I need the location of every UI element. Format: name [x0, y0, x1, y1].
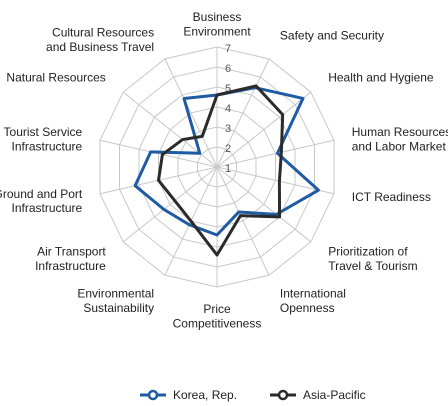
category-label: Cultural Resources and Business Travel: [46, 26, 154, 54]
tick-label: 3: [225, 123, 231, 135]
spoke: [99, 139, 218, 168]
spoke: [216, 139, 335, 168]
category-label: Prioritization of Travel & Tourism: [328, 245, 417, 273]
category-label: Environmental Sustainability: [77, 287, 154, 315]
legend-marker: [147, 389, 159, 401]
category-label: Air Transport Infrastructure: [35, 245, 106, 273]
tick-label: 5: [225, 83, 231, 95]
spoke: [216, 166, 335, 195]
spoke: [164, 58, 218, 168]
category-label: Safety and Security: [280, 29, 384, 43]
spoke: [216, 166, 270, 276]
category-label: Tourist Service Infrastructure: [4, 125, 83, 153]
series-line: [157, 84, 285, 257]
category-label: Health and Hygiene: [328, 70, 434, 84]
spoke: [122, 91, 218, 168]
legend-label: Korea, Rep.: [173, 388, 237, 402]
category-label: International Openness: [280, 287, 346, 315]
spoke: [216, 58, 270, 168]
series-line: [133, 86, 320, 237]
tick-label: 2: [225, 143, 231, 155]
legend-label: Asia-Pacific: [303, 388, 366, 402]
category-label: Human Resources and Labor Market: [352, 125, 448, 153]
category-label: Ground and Port Infrastructure: [0, 187, 83, 215]
tick-label: 6: [225, 63, 231, 75]
tick-label: 7: [225, 43, 231, 55]
legend-marker: [277, 389, 289, 401]
spoke: [216, 166, 312, 243]
spoke: [122, 166, 218, 243]
category-label: Price Competitiveness: [173, 302, 262, 330]
tick-label: 4: [225, 103, 231, 115]
category-label: Business Environment: [183, 10, 251, 38]
spoke: [216, 91, 312, 168]
category-label: ICT Readiness: [352, 190, 431, 204]
tick-label: 1: [225, 163, 231, 175]
category-label: Natural Resources: [6, 70, 105, 84]
